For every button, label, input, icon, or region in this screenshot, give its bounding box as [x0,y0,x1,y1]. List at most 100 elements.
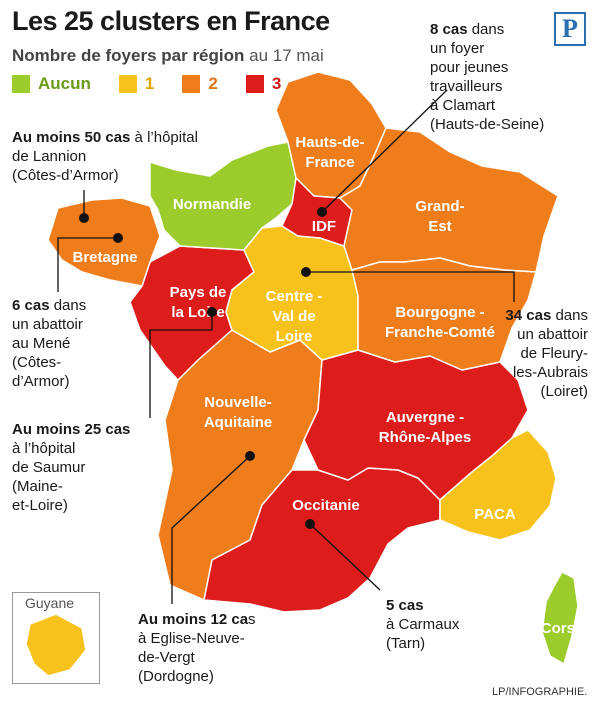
subtitle-bold: Nombre de foyers par région [12,46,245,65]
legend-swatch-0 [12,75,30,93]
annotation-lannion: Au moins 50 cas à l’hôpital de Lannion (… [12,128,198,185]
annotation-eglise-line: à Eglise-Neuve- [138,630,245,647]
annotation-clamart: 8 cas dans un foyer pour jeunes travaill… [430,20,544,134]
annotation-fleury-line: (Loiret) [540,383,588,400]
annotation-mene-rest: dans [49,297,87,314]
annotation-eglise-line: (Dordogne) [138,668,214,685]
leader-eglise [171,455,251,604]
region-bretagne[interactable] [47,197,161,287]
label-bourgogne-1: Bourgogne - [395,304,484,321]
map-title: Les 25 clusters en France [12,6,330,36]
annotation-lannion-line: (Côtes-d’Armor) [12,167,119,184]
annotation-clamart-rest: dans [467,21,505,38]
annotation-saumur-line: (Maine- [12,478,63,495]
label-grand-est-2: Est [428,218,451,235]
dot-saumur[interactable] [207,307,217,317]
annotation-eglise-line: de-Vergt [138,649,195,666]
legend-label-3: 3 [271,74,282,93]
dot-eglise[interactable] [245,451,255,461]
leader-lines [57,89,515,604]
annotation-lannion-line: de Lannion [12,148,87,165]
annotation-clamart-line: travailleurs [430,78,503,95]
annotation-clamart-line: un foyer [430,40,485,57]
region-labels: Hauts-de- France Normandie IDF Grand- Es… [72,134,583,637]
cluster-dots [79,207,327,529]
annotation-fleury-line: un abattoir [517,326,588,343]
region-corse[interactable] [541,571,579,665]
legend-swatch-3 [245,75,264,93]
leader-mene [57,237,118,292]
label-centre-2: Val de [272,308,315,325]
leader-saumur [149,312,213,418]
annotation-carmaux-bold: 5 cas [386,597,424,614]
region-paca[interactable] [439,429,557,541]
annotation-mene-bold: 6 cas [12,297,50,314]
annotation-mene-line: d’Armor) [12,373,70,390]
label-paca: PACA [474,506,516,523]
publisher-logo: P [554,12,586,46]
leader-clamart [321,89,448,213]
label-pays-de-la-loire-1: Pays de [170,284,227,301]
legend-item-1: 1 [118,74,155,94]
legend-label-1: 1 [144,74,155,93]
legend-swatch-1 [118,75,137,93]
annotation-mene: 6 cas dans un abattoir au Mené (Côtes- d… [12,296,86,391]
annotation-carmaux-line: à Carmaux [386,616,460,633]
legend-swatch-2 [182,75,201,93]
annotation-eglise: Au moins 12 cas à Eglise-Neuve- de-Vergt… [138,610,256,686]
annotation-mene-line: au Mené [12,335,71,352]
legend-item-3: 3 [245,74,282,94]
region-guyane[interactable] [25,613,87,677]
label-grand-est-1: Grand- [415,198,464,215]
annotation-fleury-line: les-Aubrais [512,364,588,381]
annotation-eglise-bold: Au moins 12 ca [138,611,249,628]
dot-fleury[interactable] [301,267,311,277]
guyane-inset [12,592,100,684]
annotation-eglise-rest: s [248,611,256,628]
dot-carmaux[interactable] [305,519,315,529]
label-bourgogne-2: Franche-Comté [385,324,495,341]
legend-item-0: Aucun [12,74,91,94]
annotation-saumur-line: à l’hôpital [12,440,76,457]
annotation-carmaux: 5 cas à Carmaux (Tarn) [386,596,459,653]
annotation-fleury: 34 cas dans un abattoir de Fleury- les-A… [480,306,588,401]
annotation-mene-line: (Côtes- [12,354,62,371]
annotation-saumur-bold: Au moins 25 cas [12,421,131,438]
map-subtitle: Nombre de foyers par région au 17 mai [12,46,324,66]
dot-clamart[interactable] [317,207,327,217]
dot-lannion[interactable] [79,213,89,223]
legend: Aucun 1 2 3 [12,74,309,94]
region-bourgogne-franche-comte[interactable] [351,257,537,371]
credit: LP/INFOGRAPHIE. [492,686,588,698]
annotation-clamart-line: pour jeunes [430,59,509,76]
annotation-fleury-bold: 34 cas [505,307,552,324]
label-hauts-de-france-1: Hauts-de- [295,134,364,151]
annotation-lannion-rest: à l’hôpital [130,129,198,146]
label-auvergne-1: Auvergne - [386,409,464,426]
label-hauts-de-france-2: France [305,154,354,171]
legend-label-0: Aucun [38,74,91,93]
leader-carmaux [309,523,381,591]
leader-fleury [306,271,515,302]
label-centre-3: Loire [276,328,313,345]
subtitle-date: au 17 mai [244,46,324,65]
annotation-carmaux-line: (Tarn) [386,635,426,652]
annotation-lannion-bold: Au moins 50 cas [12,129,131,146]
annotation-mene-line: un abattoir [12,316,83,333]
label-corse: Corse [541,620,584,637]
label-centre-1: Centre - [266,288,323,305]
annotation-clamart-line: (Hauts-de-Seine) [430,116,545,133]
label-nouvelle-aquitaine-1: Nouvelle- [204,394,272,411]
label-normandie: Normandie [173,196,251,213]
legend-item-2: 2 [182,74,218,94]
dot-mene[interactable] [113,233,123,243]
annotation-fleury-line: de Fleury- [520,345,588,362]
annotation-saumur-line: et-Loire) [12,497,68,514]
label-idf: IDF [312,218,336,235]
region-normandie[interactable] [149,141,297,251]
annotation-clamart-line: à Clamart [430,97,496,114]
legend-label-2: 2 [208,74,218,93]
annotation-saumur: Au moins 25 cas à l’hôpital de Saumur (M… [12,420,130,515]
label-bretagne: Bretagne [72,249,137,266]
